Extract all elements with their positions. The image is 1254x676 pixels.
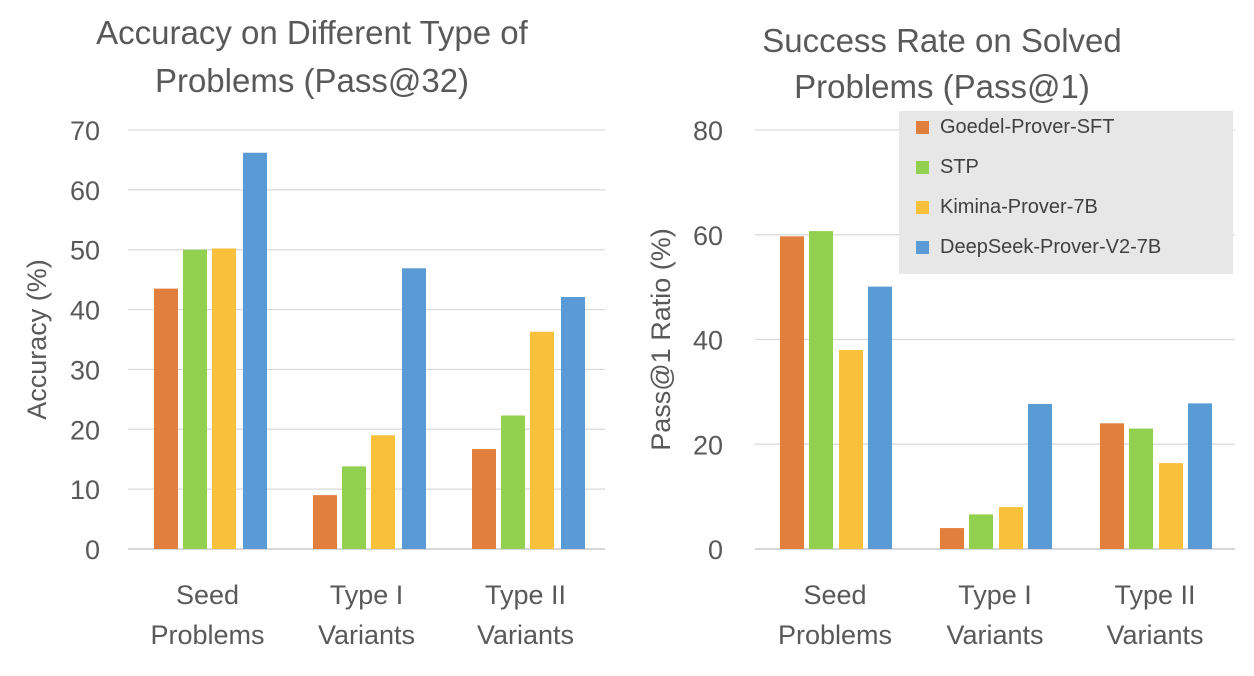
legend-swatch — [916, 201, 929, 214]
bar-deepseek-prover-v2-7b — [1188, 403, 1212, 549]
bar-kimina-prover-7b — [530, 331, 554, 549]
y-tick-label: 20 — [70, 415, 100, 445]
bar-goedel-prover-sft — [313, 495, 337, 549]
y-tick-label: 40 — [70, 296, 100, 326]
y-tick-label: 70 — [70, 116, 100, 146]
chart-title-line: Success Rate on Solved — [762, 22, 1122, 59]
x-category-label: Problems — [778, 620, 892, 650]
y-tick-label: 10 — [70, 475, 100, 505]
x-category-label: Seed — [176, 580, 239, 610]
legend-swatch — [916, 161, 929, 174]
bar-stp — [969, 514, 993, 549]
bar-goedel-prover-sft — [472, 449, 496, 549]
bar-deepseek-prover-v2-7b — [561, 297, 585, 549]
y-tick-label: 50 — [70, 236, 100, 266]
bar-stp — [342, 466, 366, 549]
legend-box — [899, 111, 1233, 274]
x-category-label: Variants — [477, 620, 574, 650]
bar-kimina-prover-7b — [371, 435, 395, 549]
bar-kimina-prover-7b — [1159, 463, 1183, 549]
bar-deepseek-prover-v2-7b — [402, 268, 426, 549]
x-category-label: Variants — [318, 620, 415, 650]
x-category-label: Type II — [1114, 580, 1195, 610]
bar-stp — [183, 249, 207, 549]
x-category-label: Variants — [1106, 620, 1203, 650]
x-category-label: Type II — [485, 580, 566, 610]
y-tick-label: 40 — [693, 326, 723, 356]
x-category-label: Variants — [946, 620, 1043, 650]
legend-label: DeepSeek-Prover-V2-7B — [940, 236, 1161, 258]
chart-2: Success Rate on Solved Problems (Pass@1) 0… — [646, 22, 1235, 650]
bar-deepseek-prover-v2-7b — [243, 152, 267, 549]
bar-goedel-prover-sft — [1100, 423, 1124, 549]
bar-kimina-prover-7b — [999, 507, 1023, 549]
legend-swatch — [916, 121, 929, 134]
y-tick-label: 60 — [70, 176, 100, 206]
bar-deepseek-prover-v2-7b — [1028, 403, 1052, 549]
legend-label: Kimina-Prover-7B — [940, 196, 1098, 218]
x-category-label: Type I — [958, 580, 1032, 610]
bar-kimina-prover-7b — [212, 248, 236, 549]
y-tick-label: 30 — [70, 355, 100, 385]
bar-stp — [501, 415, 525, 549]
chart-title-line: Accuracy on Different Type of — [96, 14, 529, 51]
bar-stp — [809, 231, 833, 550]
bar-goedel-prover-sft — [154, 288, 178, 549]
chart-title-line: Problems (Pass@32) — [155, 62, 469, 99]
y-tick-label: 60 — [693, 221, 723, 251]
legend: Goedel-Prover-SFT STP Kimina-Prover-7B Deep… — [899, 111, 1233, 274]
bar-deepseek-prover-v2-7b — [868, 286, 892, 549]
chart-title-line: Problems (Pass@1) — [794, 68, 1090, 105]
chart-1: Accuracy on Different Type of Problems (P… — [22, 14, 605, 650]
bar-kimina-prover-7b — [839, 349, 863, 549]
bar-goedel-prover-sft — [780, 236, 804, 550]
y-tick-label: 0 — [708, 535, 723, 565]
legend-swatch — [916, 241, 929, 254]
y-axis-label: Pass@1 Ratio (%) — [646, 228, 676, 450]
legend-label: STP — [940, 156, 979, 178]
legend-label: Goedel-Prover-SFT — [940, 116, 1115, 138]
y-tick-label: 0 — [85, 535, 100, 565]
bar-goedel-prover-sft — [940, 528, 964, 549]
x-category-label: Seed — [803, 580, 866, 610]
y-tick-label: 20 — [693, 430, 723, 460]
bar-stp — [1129, 428, 1153, 549]
y-tick-label: 80 — [693, 116, 723, 146]
x-category-label: Type I — [330, 580, 404, 610]
y-axis-label: Accuracy (%) — [22, 259, 52, 420]
x-category-label: Problems — [150, 620, 264, 650]
